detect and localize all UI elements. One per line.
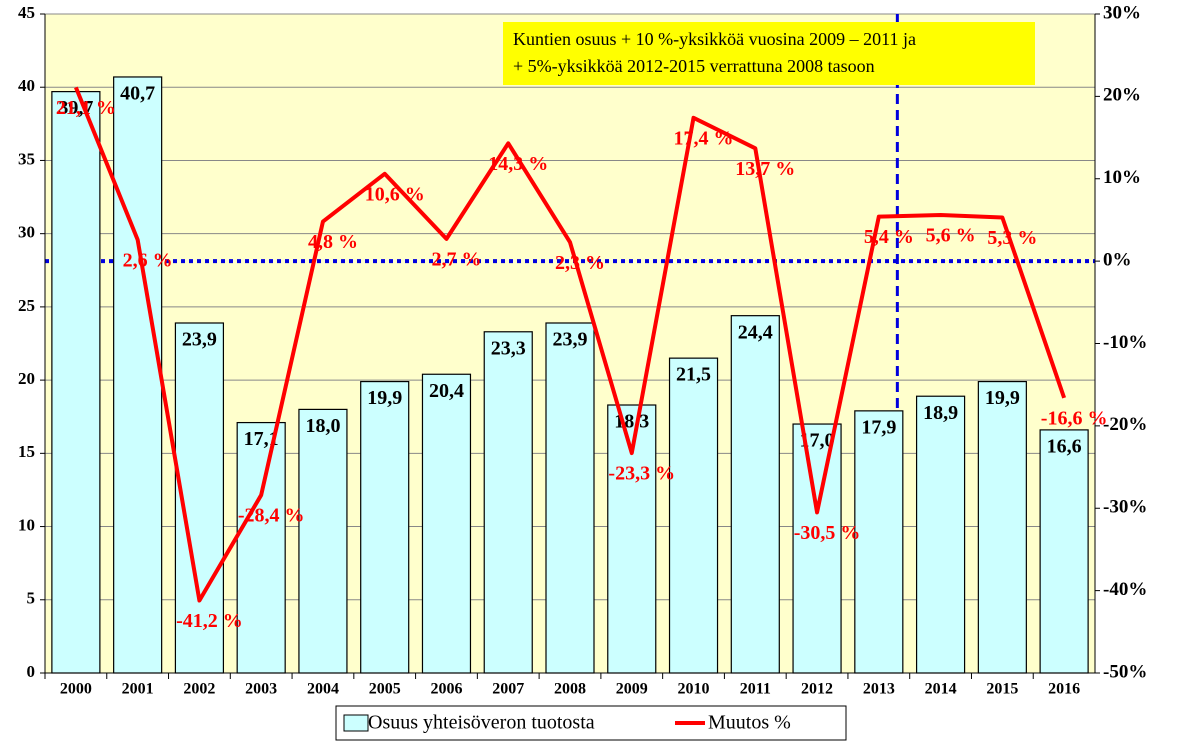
- legend-label: Osuus yhteisöveron tuotosta: [368, 712, 595, 734]
- x-tick-label: 2015: [986, 681, 1018, 698]
- x-tick-label: 2016: [1048, 681, 1080, 698]
- y-tick-label: 15: [18, 442, 35, 461]
- y-tick-label: 0: [27, 662, 36, 681]
- bar-value-label: 21,5: [676, 364, 711, 386]
- bar-value-label: 18,0: [305, 415, 340, 437]
- x-tick-label: 2005: [369, 681, 401, 698]
- y2-tick-label: 30%: [1103, 2, 1141, 23]
- bar: [51, 91, 101, 674]
- bar-value-label: 24,4: [738, 321, 773, 343]
- line-value-label: 5,6 %: [926, 225, 976, 247]
- y2-tick-label: -10%: [1103, 332, 1147, 353]
- x-tick-label: 2012: [801, 681, 833, 698]
- change-line: [74, 86, 1067, 603]
- bar: [298, 408, 348, 674]
- y2-tick-label: -40%: [1103, 579, 1147, 600]
- y2-tick-label: -20%: [1103, 414, 1147, 435]
- bar-value-label: 17,9: [861, 416, 896, 438]
- line-value-label: -16,6 %: [1041, 407, 1108, 429]
- x-tick-label: 2002: [183, 681, 215, 698]
- y-tick-label: 5: [27, 589, 36, 608]
- line-value-label: -41,2 %: [176, 610, 243, 632]
- x-tick-label: 2004: [307, 681, 339, 698]
- line-value-label: 5,4 %: [864, 226, 914, 248]
- bar-value-label: 19,9: [985, 387, 1020, 409]
- x-tick-label: 2010: [678, 681, 710, 698]
- y2-tick-label: 20%: [1103, 85, 1141, 106]
- line-value-label: 2,7 %: [431, 248, 481, 270]
- line-value-label: 5,3 %: [987, 227, 1037, 249]
- bar-value-label: 40,7: [120, 83, 155, 105]
- line-value-label: 17,4 %: [674, 127, 734, 149]
- line-value-label: 2,6 %: [123, 249, 173, 271]
- y-tick-label: 40: [18, 76, 35, 95]
- bar: [421, 373, 472, 674]
- annotation-box: [503, 22, 1035, 85]
- bar: [360, 380, 410, 674]
- bar-value-label: 16,6: [1047, 435, 1082, 457]
- bar: [113, 76, 163, 674]
- line-value-label: 2,3 %: [555, 252, 605, 274]
- bar: [236, 421, 286, 674]
- bar-value-label: 18,9: [923, 402, 958, 424]
- line-value-label: -23,3 %: [608, 463, 675, 485]
- x-tick-label: 2007: [492, 681, 524, 698]
- line-value-label: 10,6 %: [365, 183, 425, 205]
- y-tick-label: 30: [18, 223, 35, 242]
- bar: [545, 322, 595, 674]
- y-tick-label: 20: [18, 369, 35, 388]
- line-value-label: 21,1 %: [56, 97, 116, 119]
- bar-value-label: 23,9: [182, 329, 217, 351]
- x-tick-label: 2003: [245, 681, 277, 698]
- x-tick-label: 2014: [925, 681, 957, 698]
- bar-value-label: 23,3: [491, 337, 526, 359]
- line-value-label: 13,7 %: [735, 158, 795, 180]
- x-tick-label: 2006: [430, 681, 462, 698]
- bar-value-label: 17,0: [800, 430, 835, 452]
- x-tick-label: 2009: [616, 681, 648, 698]
- x-tick-label: 2011: [740, 681, 771, 698]
- y-tick-label: 35: [18, 149, 35, 168]
- bar-value-label: 19,9: [367, 387, 402, 409]
- annotation-text: Kuntien osuus + 10 %-yksikköä vuosina 20…: [513, 29, 916, 49]
- bar: [915, 395, 966, 674]
- bar: [792, 423, 842, 674]
- line-value-label: -28,4 %: [238, 505, 305, 527]
- legend-label: Muutos %: [708, 712, 791, 734]
- y2-tick-label: 10%: [1103, 167, 1141, 188]
- legend-swatch: [343, 714, 369, 732]
- bar-value-label: 23,9: [553, 329, 588, 351]
- bar: [668, 357, 719, 674]
- line-value-label: 4,8 %: [308, 231, 358, 253]
- bar-value-label: 20,4: [429, 380, 464, 402]
- bar: [977, 380, 1027, 674]
- x-tick-label: 2013: [863, 681, 895, 698]
- x-tick-label: 2000: [60, 681, 92, 698]
- y2-tick-label: -30%: [1103, 497, 1147, 518]
- bar: [1039, 429, 1089, 674]
- bar: [730, 315, 780, 674]
- annotation-text: + 5%-yksikköä 2012-2015 verrattuna 2008 …: [513, 56, 875, 76]
- y2-tick-label: -50%: [1103, 661, 1147, 682]
- line-value-label: -30,5 %: [794, 522, 861, 544]
- y-tick-label: 25: [18, 296, 35, 315]
- y2-tick-label: 0%: [1103, 249, 1132, 270]
- y-tick-label: 10: [18, 515, 35, 534]
- y-tick-label: 45: [18, 3, 35, 22]
- x-tick-label: 2008: [554, 681, 586, 698]
- x-tick-label: 2001: [122, 681, 154, 698]
- line-value-label: 14,3 %: [488, 153, 548, 175]
- legend-box: [335, 705, 847, 741]
- bar: [854, 410, 904, 674]
- bar-value-label: 17,1: [244, 428, 279, 450]
- bar: [483, 331, 533, 674]
